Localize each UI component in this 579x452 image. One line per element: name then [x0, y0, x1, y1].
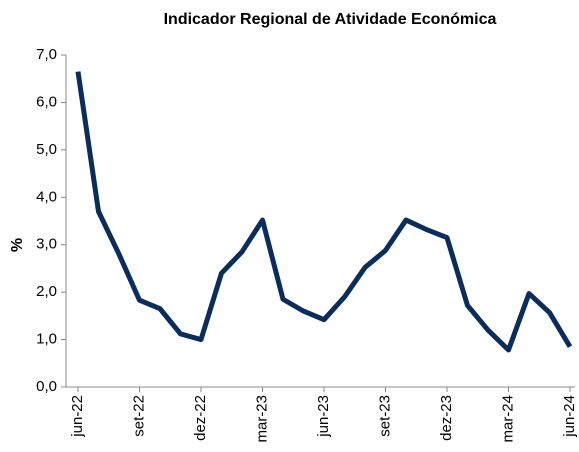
y-tick-label: 0,0: [36, 378, 57, 395]
x-tick-label: jun-24: [561, 395, 578, 438]
y-tick-label: 5,0: [36, 141, 57, 158]
y-tick-label: 2,0: [36, 283, 57, 300]
y-tick-label: 1,0: [36, 331, 57, 348]
y-tick-label: 4,0: [36, 188, 57, 205]
y-axis-label: %: [9, 238, 26, 252]
y-tick-label: 7,0: [36, 46, 57, 63]
x-tick-label: mar-24: [499, 395, 516, 443]
x-tick-label: jun-23: [315, 395, 332, 438]
chart-title: Indicador Regional de Atividade Económic…: [164, 11, 497, 28]
line-series: [75, 71, 573, 353]
x-tick-label: set-22: [130, 395, 147, 437]
x-tick-label: mar-23: [253, 395, 270, 443]
y-tick-label: 6,0: [36, 93, 57, 110]
x-tick-label: jun-22: [69, 395, 86, 438]
x-tick-label: set-23: [376, 395, 393, 437]
x-tick-label: dez-22: [192, 395, 209, 441]
x-tick-label: dez-23: [438, 395, 455, 441]
y-tick-label: 3,0: [36, 236, 57, 253]
